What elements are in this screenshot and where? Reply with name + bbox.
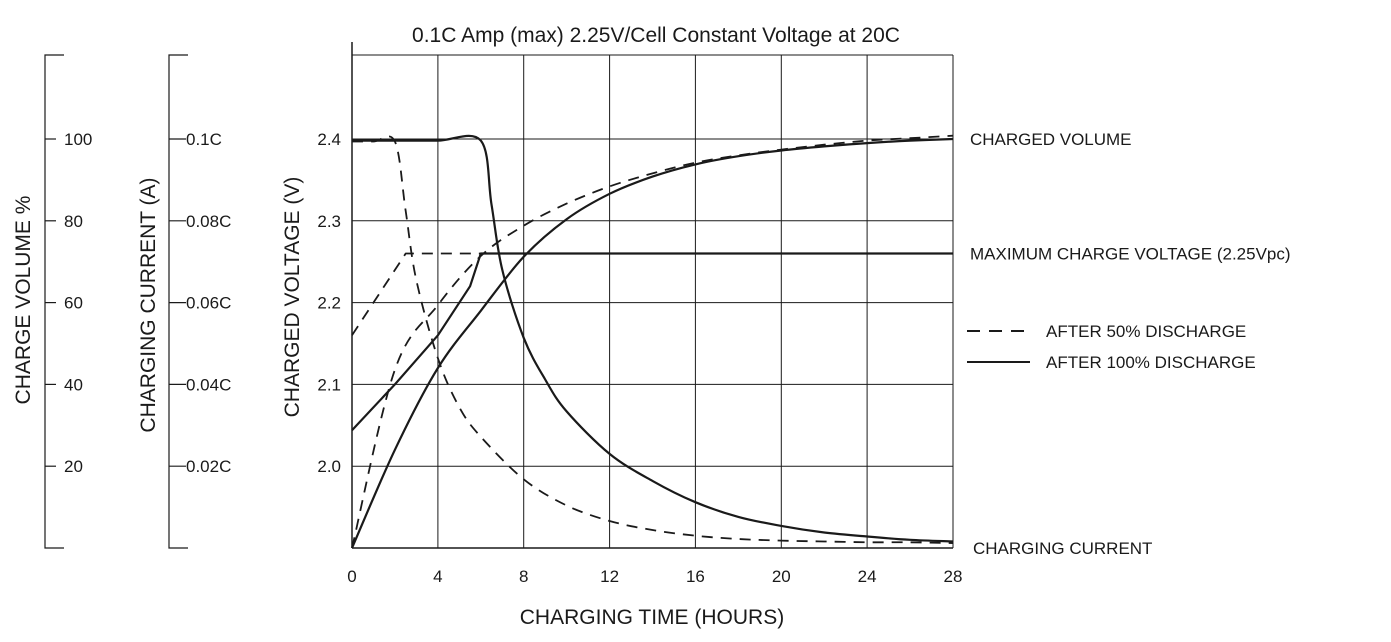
charge-volume-tick-label: 60 [64, 294, 83, 313]
charging-current-tick-label: 0.06C [186, 294, 231, 313]
data-series [350, 134, 954, 549]
x-tick-label: 8 [519, 567, 528, 586]
x-tick-label: 4 [433, 567, 442, 586]
axes [351, 42, 953, 549]
x-tick-label: 28 [944, 567, 963, 586]
charge-volume-tick-label: 20 [64, 457, 83, 476]
charging-current-tick-label: 0.1C [186, 130, 222, 149]
curve-label-charging-current: CHARGING CURRENT [973, 539, 1152, 558]
charge-volume-tick-label: 80 [64, 212, 83, 231]
series-line-current-after-100-discharge [352, 134, 954, 543]
y-tick-label: 2.3 [317, 212, 341, 231]
charge-volume-tick-label: 40 [64, 375, 83, 394]
y-tick-label: 2.2 [317, 294, 341, 313]
y-axis-label: CHARGED VOLTAGE (V) [281, 177, 304, 418]
curve-label-charged-volume: CHARGED VOLUME [970, 130, 1132, 149]
series-line-volume-after-100-discharge [350, 137, 954, 549]
curve-labels: CHARGED VOLUME MAXIMUM CHARGE VOLTAGE (2.… [970, 130, 1291, 558]
legend-label-50-discharge: AFTER 50% DISCHARGE [1046, 322, 1246, 341]
series-line-current-after-50-discharge [351, 135, 954, 544]
x-tick-label: 16 [686, 567, 705, 586]
x-tick-label: 24 [858, 567, 877, 586]
grid-lines [352, 54, 954, 548]
series-line-voltage-after-100-discharge [351, 252, 953, 431]
charge-volume-axis-label: CHARGE VOLUME % [12, 196, 35, 405]
charging-current-tick-label: 0.02C [186, 457, 231, 476]
charge-volume-axis-bracket [44, 54, 64, 549]
x-tick-labels: 0 4 8 12 16 20 24 28 [347, 567, 962, 586]
x-axis-label: CHARGING TIME (HOURS) [520, 606, 784, 629]
x-tick-label: 12 [600, 567, 619, 586]
charge-volume-axis: 100 80 60 40 20 [44, 54, 92, 549]
x-tick-label: 20 [772, 567, 791, 586]
chart-title: 0.1C Amp (max) 2.25V/Cell Constant Volta… [412, 24, 900, 47]
charging-current-tick-label: 0.08C [186, 212, 231, 231]
series-line-volume-after-50-discharge [351, 134, 954, 549]
series-line-voltage-after-50-discharge [351, 252, 953, 336]
charging-current-tick-label: 0.04C [186, 375, 231, 394]
legend: AFTER 50% DISCHARGE AFTER 100% DISCHARGE [967, 322, 1256, 372]
x-tick-label: 0 [347, 567, 356, 586]
curve-label-max-charge-voltage: MAXIMUM CHARGE VOLTAGE (2.25Vpc) [970, 245, 1291, 264]
y-tick-labels: 2.0 2.1 2.2 2.3 2.4 [317, 130, 341, 476]
charge-volume-tick-label: 100 [64, 130, 92, 149]
y-tick-label: 2.4 [317, 130, 341, 149]
charging-current-axis-bracket [168, 54, 188, 549]
charging-current-axis-label: CHARGING CURRENT (A) [137, 177, 160, 432]
charging-current-axis: 0.1C 0.08C 0.06C 0.04C 0.02C [168, 54, 231, 549]
y-tick-label: 2.1 [317, 375, 341, 394]
y-tick-label: 2.0 [317, 457, 341, 476]
legend-label-100-discharge: AFTER 100% DISCHARGE [1046, 353, 1256, 372]
